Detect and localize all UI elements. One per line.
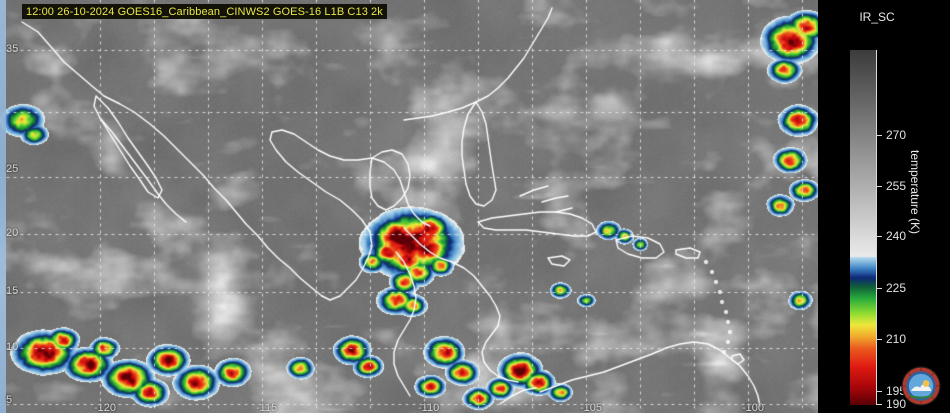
colorbar-tick-210	[876, 339, 882, 340]
colorbar-tick-label-240: 240	[886, 229, 907, 243]
timestamp-banner: 12:00 26-10-2024 GOES16_Caribbean_CINWS2…	[22, 4, 387, 19]
colorbar-tick-190	[876, 404, 882, 405]
colorbar-tick-label-210: 210	[886, 332, 907, 346]
lon-label-120: -120	[94, 402, 117, 413]
colorbar-axis-title: temperature (K)	[908, 150, 922, 235]
lon-label-105: -105	[580, 402, 603, 413]
left-edge-strip	[0, 0, 6, 413]
colorbar-tick-label-225: 225	[886, 281, 907, 295]
colorbar-tick-240	[876, 236, 882, 237]
lat-label-20: 20	[6, 227, 19, 239]
colorbar-tick-225	[876, 288, 882, 289]
colorbar-tick-270	[876, 135, 882, 136]
lat-label-15: 15	[6, 285, 19, 297]
timestamp-label: 12:00 26-10-2024 GOES16_Caribbean_CINWS2…	[26, 5, 383, 18]
colorbar-gradient-box: 270 255 240 225 210 195 190	[850, 50, 906, 411]
colorbar-tick-label-195: 195	[886, 384, 907, 398]
lon-label-110: -110	[418, 402, 440, 413]
colorbar-tick-195	[876, 391, 882, 392]
colorbar-axis-line	[876, 50, 877, 405]
lat-label-10: 10	[6, 341, 19, 353]
lat-label-35: 35	[6, 43, 19, 55]
colorbar-tick-label-255: 255	[886, 179, 907, 193]
colorbar-tick-label-190: 190	[886, 397, 907, 411]
colorbar-gradient	[850, 50, 876, 405]
satellite-map-panel[interactable]: 12:00 26-10-2024 GOES16_Caribbean_CINWS2…	[0, 0, 818, 413]
agency-seal-icon	[901, 366, 941, 406]
colorbar-title: IR_SC	[859, 10, 895, 24]
ir-satellite-image[interactable]	[0, 0, 818, 413]
colorbar-panel: IR_SC 270 255 240 225 210 195 190 temperature …	[818, 0, 950, 413]
lon-label-100: -100	[742, 402, 765, 413]
lon-label-115: -115	[256, 402, 278, 413]
colorbar-tick-255	[876, 186, 882, 187]
colorbar-tick-label-270: 270	[886, 128, 907, 142]
lat-label-25: 25	[6, 163, 19, 175]
lat-label-5: 5	[6, 394, 13, 406]
